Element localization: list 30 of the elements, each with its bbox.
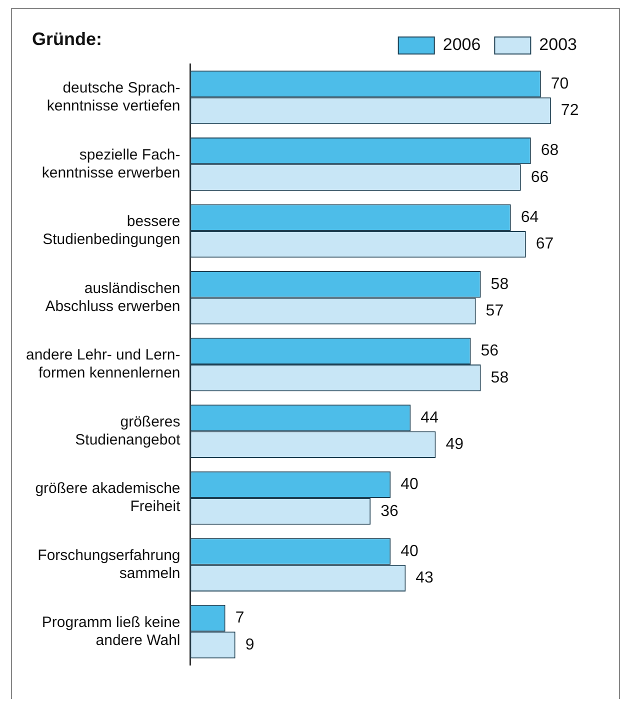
- data-label: 67: [536, 236, 554, 253]
- data-label: 70: [550, 75, 569, 92]
- data-label: 58: [490, 369, 509, 386]
- data-label: 66: [530, 168, 549, 186]
- data-label: 72: [560, 102, 579, 120]
- chart-title: Gründe:: [32, 29, 102, 50]
- data-label: 68: [540, 142, 559, 160]
- y-tick-label: andere Lehr- und Lern- formen kennenlernen: [26, 346, 180, 382]
- y-tick-label: Programm ließ keine andere Wahl: [42, 614, 180, 649]
- data-label: 9: [245, 636, 254, 654]
- data-label: 57: [486, 302, 504, 320]
- y-tick-label: größeres Studienangebot: [75, 413, 182, 448]
- legend-label: 2006: [442, 35, 481, 54]
- data-label: 40: [400, 476, 419, 494]
- data-label: 64: [520, 208, 539, 226]
- legend-label: 2003: [539, 35, 578, 54]
- data-label: 58: [490, 276, 509, 293]
- y-tick-label: größere akademische Freiheit: [35, 480, 182, 516]
- data-label: 44: [420, 409, 439, 426]
- y-tick-label: deutsche Sprach- kenntnisse vertiefen: [46, 80, 180, 115]
- y-tick-label: ausländischen Abschluss erwerben: [45, 280, 180, 315]
- data-label: 56: [480, 342, 499, 360]
- data-label: 36: [380, 502, 398, 520]
- data-label: 40: [400, 542, 419, 560]
- data-label: 49: [446, 436, 464, 454]
- y-tick-label: spezielle Fach- kenntnisse erwerben: [42, 146, 180, 182]
- y-tick-label: bessere Studienbedingungen: [42, 213, 180, 248]
- data-label: 7: [235, 610, 244, 627]
- data-label: 43: [416, 570, 434, 587]
- y-tick-label: Forschungserfahrung sammeln: [38, 546, 180, 582]
